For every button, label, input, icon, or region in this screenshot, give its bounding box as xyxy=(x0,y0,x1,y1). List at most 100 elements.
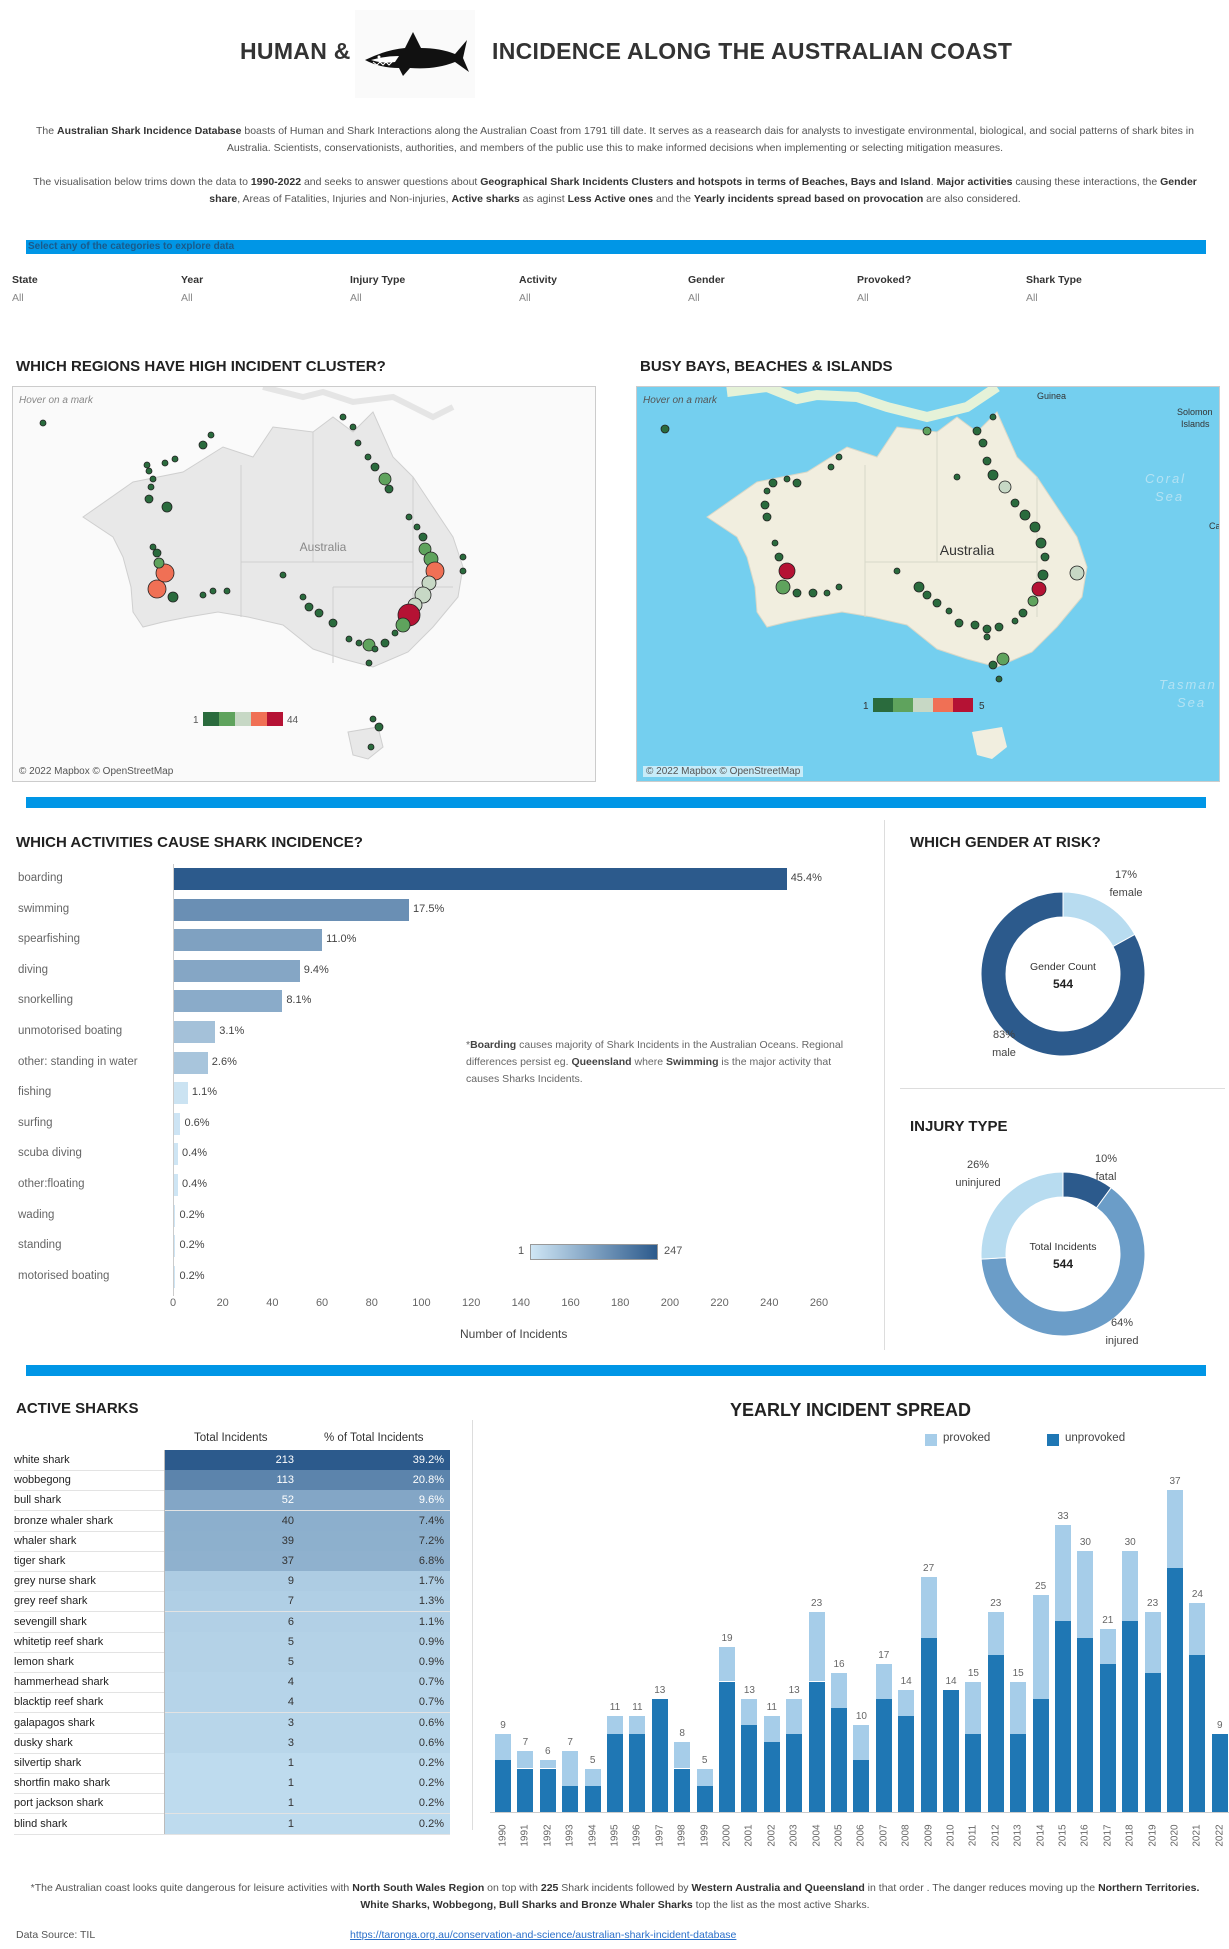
map-marker[interactable] xyxy=(149,543,157,551)
map-marker[interactable] xyxy=(152,548,162,558)
yearly-bar-provoked[interactable] xyxy=(1077,1551,1094,1638)
filter-value[interactable]: All xyxy=(12,292,24,304)
donut-slice-uninjured[interactable] xyxy=(980,1171,1064,1260)
regions-map[interactable]: Australia 1 44 Hover on a mark © 2022 Ma… xyxy=(12,386,596,782)
map-marker[interactable] xyxy=(147,579,167,599)
yearly-bar-provoked[interactable] xyxy=(1167,1490,1183,1569)
filter-1[interactable]: Year All xyxy=(181,274,203,304)
map-marker[interactable] xyxy=(763,487,771,495)
donut-slice-female[interactable] xyxy=(1062,891,1136,948)
map-marker[interactable] xyxy=(808,588,818,598)
map-marker[interactable] xyxy=(39,419,47,427)
map-marker[interactable] xyxy=(378,472,392,486)
yearly-bar-provoked[interactable] xyxy=(1122,1551,1139,1621)
map-marker[interactable] xyxy=(1069,565,1085,581)
map-marker[interactable] xyxy=(1011,617,1019,625)
yearly-bar-provoked[interactable] xyxy=(1144,1611,1161,1673)
map-marker[interactable] xyxy=(209,587,217,595)
map-marker[interactable] xyxy=(413,523,421,531)
map-marker[interactable] xyxy=(405,513,413,521)
map-marker[interactable] xyxy=(364,453,372,461)
yearly-bar-provoked[interactable] xyxy=(696,1768,713,1786)
yearly-bar-unprovoked[interactable] xyxy=(741,1725,758,1812)
activity-bar[interactable] xyxy=(173,898,410,921)
map-marker[interactable] xyxy=(391,629,399,637)
yearly-bar-provoked[interactable] xyxy=(786,1698,803,1734)
activity-bar[interactable] xyxy=(173,1174,178,1196)
yearly-bar-provoked[interactable] xyxy=(831,1672,847,1708)
yearly-bar-unprovoked[interactable] xyxy=(1167,1568,1183,1812)
map-marker[interactable] xyxy=(299,593,307,601)
activity-bar[interactable] xyxy=(173,1112,181,1135)
yearly-bar-provoked[interactable] xyxy=(584,1768,601,1786)
map-marker[interactable] xyxy=(384,484,394,494)
yearly-bar-provoked[interactable] xyxy=(1055,1524,1071,1621)
map-marker[interactable] xyxy=(945,607,953,615)
yearly-bar-unprovoked[interactable] xyxy=(853,1759,870,1812)
map-marker[interactable] xyxy=(994,622,1004,632)
filter-value[interactable]: All xyxy=(1026,292,1038,304)
yearly-bar-unprovoked[interactable] xyxy=(1032,1698,1049,1812)
filter-5[interactable]: Provoked? All xyxy=(857,274,911,304)
yearly-bar-provoked[interactable] xyxy=(763,1716,780,1743)
map-marker[interactable] xyxy=(459,553,467,561)
map-marker[interactable] xyxy=(982,624,992,634)
map-marker[interactable] xyxy=(144,494,154,504)
yearly-bar-provoked[interactable] xyxy=(1010,1681,1027,1734)
map-marker[interactable] xyxy=(998,480,1012,494)
map-marker[interactable] xyxy=(198,440,208,450)
yearly-bar-provoked[interactable] xyxy=(562,1751,579,1786)
yearly-bar-unprovoked[interactable] xyxy=(651,1698,668,1812)
activity-bar[interactable] xyxy=(173,1021,216,1043)
map-marker[interactable] xyxy=(771,539,779,547)
map-marker[interactable] xyxy=(778,562,796,580)
map-marker[interactable] xyxy=(459,567,467,575)
filter-value[interactable]: All xyxy=(519,292,531,304)
gender-donut[interactable]: 17% female 83% male Gender Count 544 xyxy=(900,860,1220,1080)
map-marker[interactable] xyxy=(161,459,169,467)
map-marker[interactable] xyxy=(328,618,338,628)
yearly-bar-unprovoked[interactable] xyxy=(1189,1655,1206,1812)
map-marker[interactable] xyxy=(349,423,357,431)
yearly-bar-provoked[interactable] xyxy=(517,1751,534,1769)
yearly-bar-unprovoked[interactable] xyxy=(1010,1733,1027,1812)
donut-slice-injured[interactable] xyxy=(980,1186,1146,1337)
yearly-bar-unprovoked[interactable] xyxy=(987,1655,1004,1812)
yearly-bar-provoked[interactable] xyxy=(1189,1603,1206,1656)
yearly-bar-unprovoked[interactable] xyxy=(875,1698,892,1812)
map-marker[interactable] xyxy=(370,462,380,472)
yearly-bar-unprovoked[interactable] xyxy=(696,1785,713,1812)
map-marker[interactable] xyxy=(774,552,784,562)
map-marker[interactable] xyxy=(149,475,157,483)
yearly-bar-provoked[interactable] xyxy=(629,1716,646,1734)
map-marker[interactable] xyxy=(339,413,347,421)
map-marker[interactable] xyxy=(223,587,231,595)
yearly-bar-unprovoked[interactable] xyxy=(517,1768,534,1812)
map-marker[interactable] xyxy=(167,591,179,603)
filter-4[interactable]: Gender All xyxy=(688,274,725,304)
map-marker[interactable] xyxy=(762,512,772,522)
map-marker[interactable] xyxy=(922,426,932,436)
yearly-bar-provoked[interactable] xyxy=(1032,1594,1049,1699)
map-marker[interactable] xyxy=(199,591,207,599)
map-marker[interactable] xyxy=(983,633,991,641)
map-marker[interactable] xyxy=(314,608,324,618)
yearly-bar-provoked[interactable] xyxy=(853,1725,870,1760)
map-marker[interactable] xyxy=(1031,581,1047,597)
map-marker[interactable] xyxy=(783,475,791,483)
map-marker[interactable] xyxy=(953,473,961,481)
map-marker[interactable] xyxy=(304,602,314,612)
yearly-bar-provoked[interactable] xyxy=(920,1577,937,1638)
filter-value[interactable]: All xyxy=(350,292,362,304)
bays-map[interactable]: Australia Guinea Solomon Islands Coral S… xyxy=(636,386,1220,782)
map-marker[interactable] xyxy=(143,461,151,469)
activity-bar[interactable] xyxy=(173,1051,208,1074)
yearly-bar-unprovoked[interactable] xyxy=(584,1785,601,1812)
yearly-bar-provoked[interactable] xyxy=(898,1690,915,1717)
map-marker[interactable] xyxy=(395,617,411,633)
map-marker[interactable] xyxy=(1037,569,1049,581)
yearly-bar-provoked[interactable] xyxy=(674,1742,691,1769)
injury-donut[interactable]: 10% fatal 64% injured 26% uninjured Total Inci… xyxy=(900,1140,1220,1360)
yearly-bar-provoked[interactable] xyxy=(965,1681,982,1734)
map-marker[interactable] xyxy=(374,722,384,732)
